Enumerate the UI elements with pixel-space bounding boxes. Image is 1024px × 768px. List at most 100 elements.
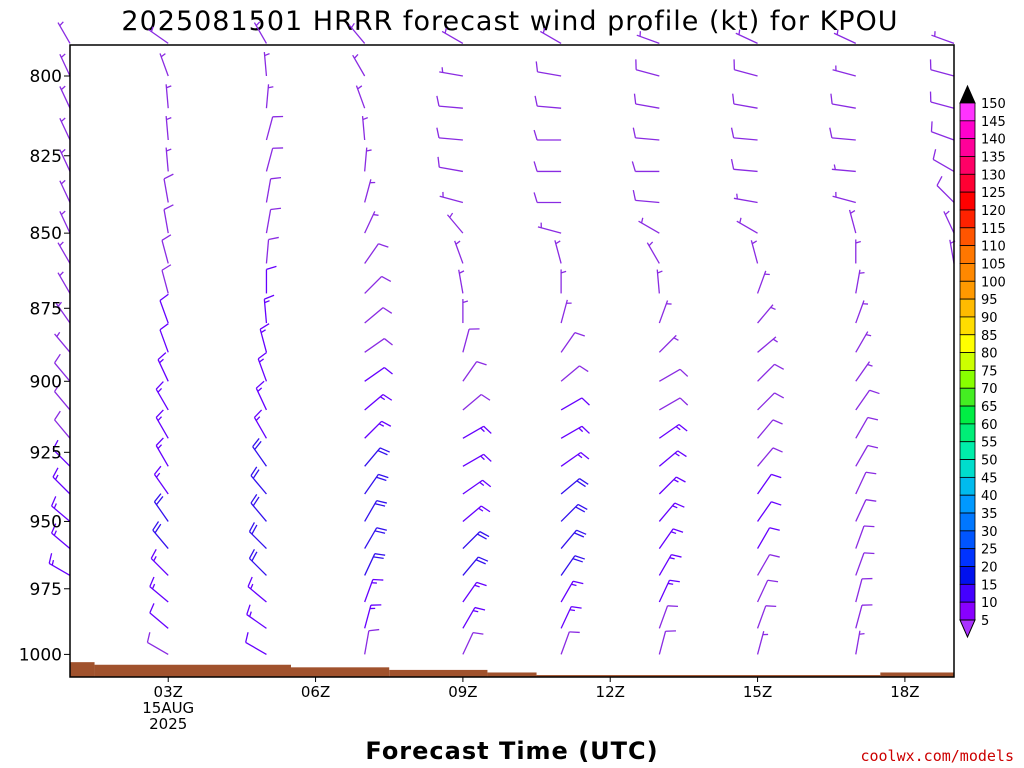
barb-feather [533,161,538,172]
barb-staff [148,29,169,44]
wind-barb [462,393,491,411]
colorbar-tick-label: 110 [981,240,1006,255]
barb-staff [636,34,660,45]
barb-feather [672,528,684,533]
barb-staff [165,116,169,141]
wind-barb [560,332,585,353]
barb-feather [155,496,164,506]
wind-barb [830,93,856,109]
barb-feather [250,493,258,504]
barb-feather [152,521,160,531]
wind-barb [54,331,71,353]
barb-staff [658,580,671,603]
colorbar-segment [959,316,976,336]
barb-feather [574,532,585,538]
barb-staff [638,220,660,234]
wind-barb [245,632,267,655]
barb-feather [476,581,487,587]
wind-barb [756,527,780,549]
wind-barb [252,438,267,467]
barb-feather [671,554,682,558]
wind-barb [163,173,174,203]
barb-staff [560,425,583,439]
barb-staff [462,453,484,467]
barb-feather [865,471,877,475]
colorbar-segment [959,102,976,122]
wind-barb [929,59,955,77]
barb-staff [537,105,562,109]
wind-barb [658,450,687,467]
barb-feather [376,527,387,531]
wind-barb [631,161,660,173]
wind-barb [832,65,856,77]
colorbar-segment [959,298,976,318]
wind-barb [560,580,584,603]
barb-feather [248,548,255,559]
barb-half-feather [859,271,865,274]
barb-column [730,29,785,655]
barb-staff [255,387,268,411]
barb-half-feather [373,213,379,216]
colorbar-segment [959,494,976,514]
colorbar-segment [959,138,976,157]
barb-half-feather [357,85,363,90]
x-tick-label: 2025 [149,715,187,733]
barb-staff [462,632,474,655]
barb-staff [364,367,385,382]
barb-feather [574,332,585,337]
barb-staff [733,168,758,173]
x-axis-label: Forecast Time (UTC) [365,737,658,765]
wind-barb [658,554,682,576]
barb-staff [855,552,865,576]
wind-barb [364,604,382,629]
barb-feather [679,368,689,377]
barb-feather [159,293,169,302]
colorbar-segment [959,245,976,264]
wind-barb [855,471,877,495]
barb-staff [462,607,476,629]
wind-barb [265,147,284,172]
barb-staff [163,209,169,234]
wind-barb [659,397,689,411]
barb-feather [477,533,487,540]
barb-half-feather [60,210,66,216]
barb-staff [462,582,478,603]
barb-half-feather [739,217,742,224]
colorbar-tick-label: 90 [981,311,998,326]
barb-feather [154,523,162,534]
barb-feather [149,603,155,614]
barb-staff [658,554,672,576]
barb-staff [855,630,861,655]
barb-staff [462,479,483,495]
barb-feather [163,204,174,211]
barb-feather [474,606,486,611]
barb-staff [59,117,71,141]
wind-barb [153,465,169,495]
barb-staff [756,554,771,576]
colorbar-tick-label: 120 [981,204,1006,219]
barb-staff [855,389,871,411]
barb-feather [48,553,53,564]
barb-column [929,31,956,264]
x-tick-label: 09Z [448,683,477,701]
colorbar-segment [959,263,976,282]
barb-feather [159,323,169,331]
barb-half-feather [444,27,447,34]
barb-half-feather [480,427,485,433]
barb-feather [771,501,782,506]
barb-half-feather [60,148,66,154]
barb-staff [250,475,267,495]
barb-feather [51,523,57,534]
colorbar-segment [959,227,976,247]
barb-staff [249,531,267,550]
barb-staff [757,473,772,495]
colorbar-tick-label: 125 [981,186,1006,201]
barb-staff [832,103,856,109]
wind-barb [259,323,270,353]
barb-staff [246,614,267,629]
y-tick-label: 950 [30,512,62,532]
wind-barb [263,52,270,77]
wind-barb [159,323,169,353]
barb-feather [631,161,636,172]
